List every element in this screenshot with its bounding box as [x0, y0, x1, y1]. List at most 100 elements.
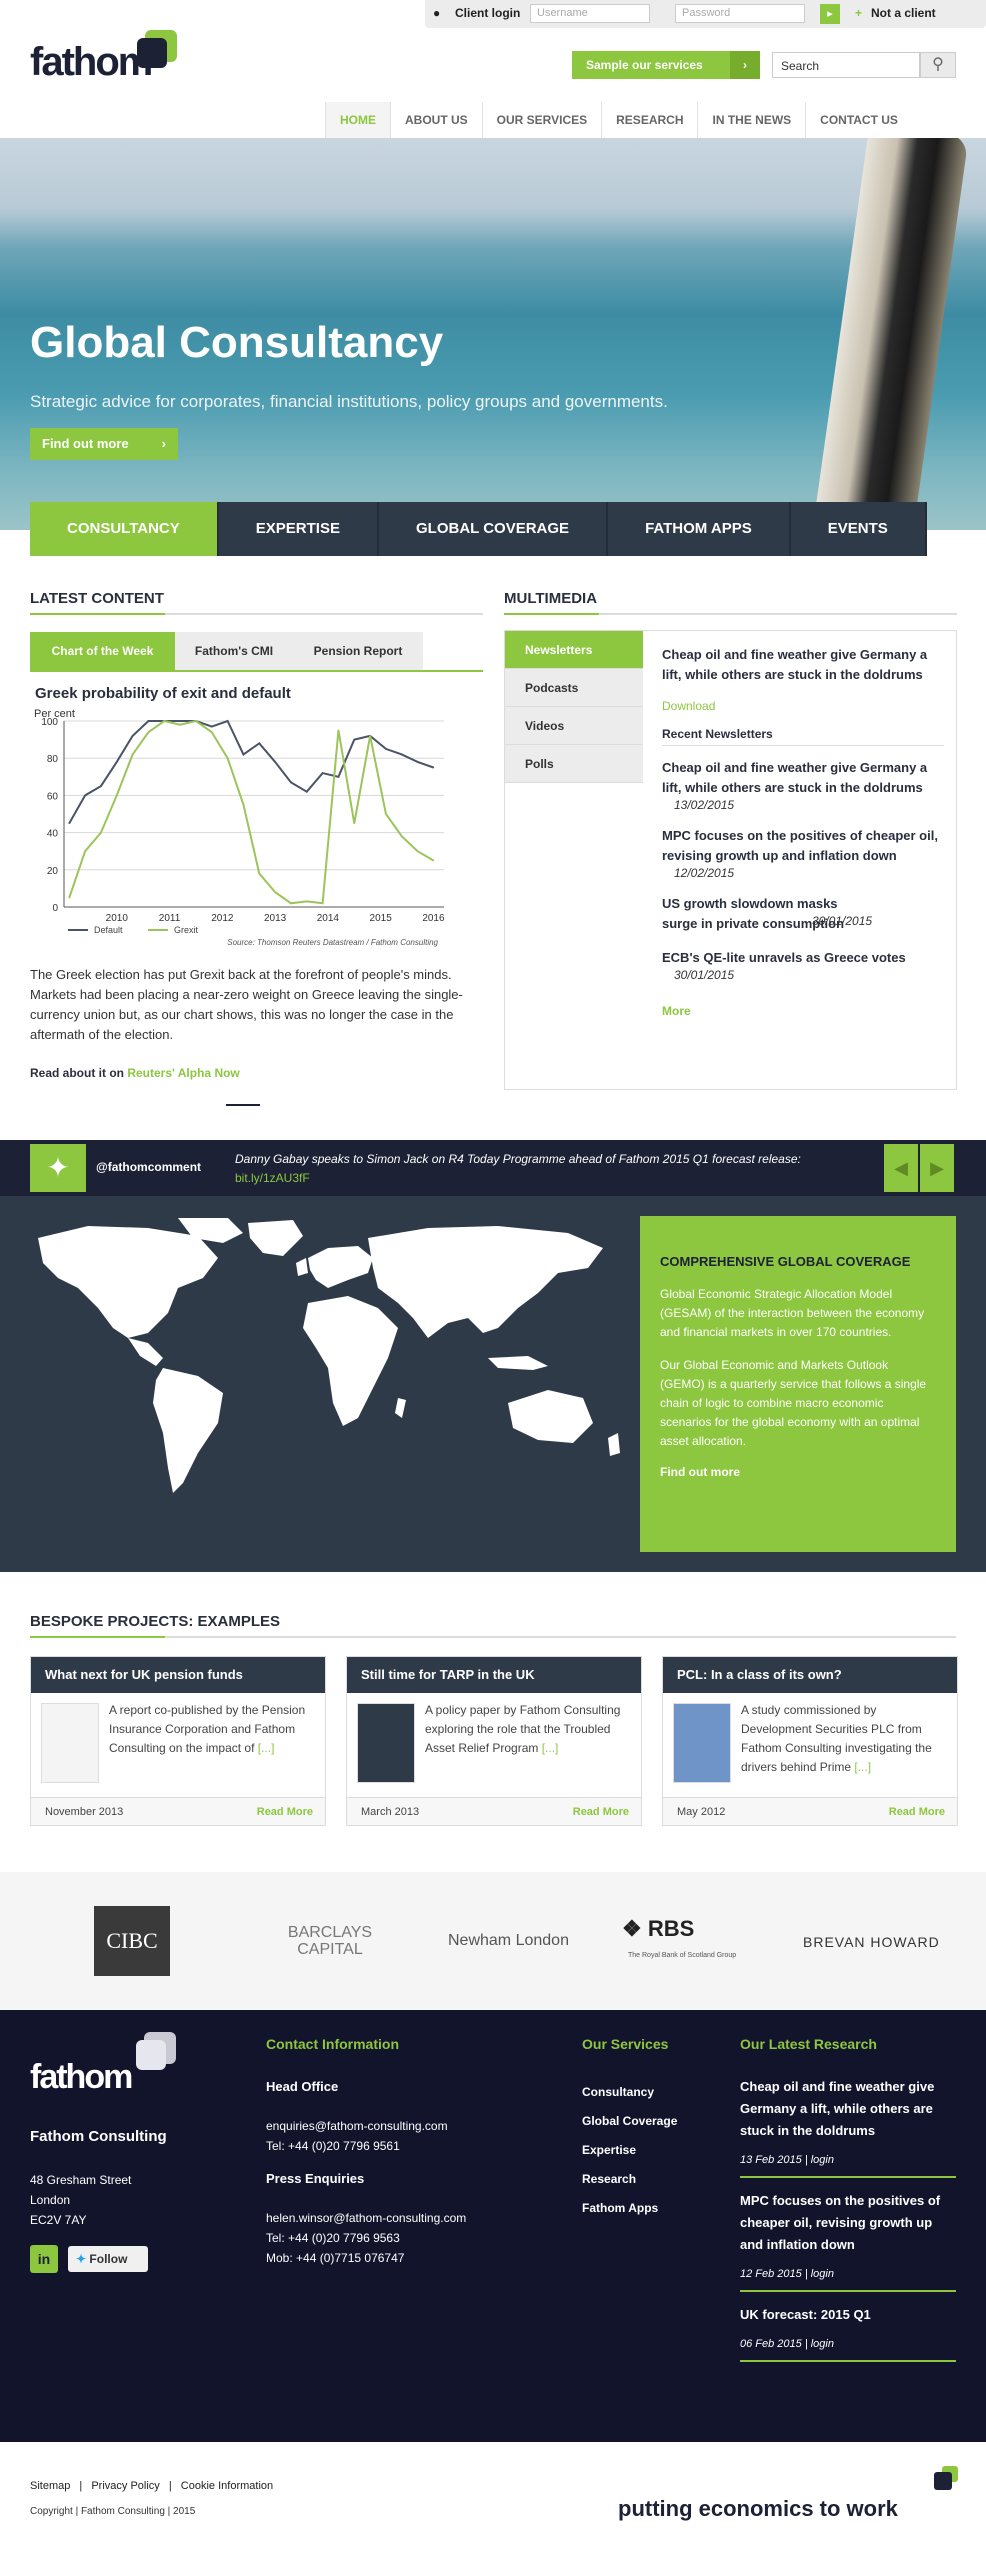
- password-input[interactable]: Password: [675, 4, 805, 23]
- subtab-fathoms-cmi[interactable]: Fathom's CMI: [175, 632, 293, 670]
- latest-content-heading: LATEST CONTENT: [30, 590, 164, 607]
- search-input[interactable]: Search: [772, 52, 920, 78]
- cookie-link[interactable]: Cookie Information: [180, 2480, 274, 2492]
- tweet-link[interactable]: bit.ly/1zAU3fF: [235, 1171, 310, 1185]
- project-description: A report co-published by the Pension Ins…: [109, 1703, 306, 1755]
- rbs-text: RBS: [647, 1916, 695, 1941]
- project-thumbnail-image[interactable]: [673, 1703, 731, 1783]
- tab-consultancy[interactable]: CONSULTANCY: [30, 502, 219, 556]
- address-line: 48 Gresham Street: [30, 2173, 132, 2187]
- twitter-handle[interactable]: @fathomcomment: [96, 1160, 202, 1174]
- list-item: ECB's QE-lite unravels as Greece votes 3…: [662, 948, 944, 982]
- newsletter-title[interactable]: MPC focuses on the positives of cheaper …: [662, 828, 938, 863]
- logo-rbs-subtitle: The Royal Bank of Scotland Group: [628, 1952, 737, 1959]
- download-link[interactable]: Download: [662, 699, 716, 713]
- service-link[interactable]: Consultancy: [582, 2085, 655, 2099]
- service-link[interactable]: Fathom Apps: [582, 2201, 659, 2215]
- logo[interactable]: fathom: [30, 40, 153, 84]
- hero-pole-image: [811, 138, 969, 530]
- footer-logo[interactable]: fathom: [30, 2058, 133, 2096]
- mm-tab-videos[interactable]: Videos: [505, 707, 643, 745]
- read-more-link[interactable]: Read More: [888, 1806, 945, 1818]
- subtab-chart-of-week[interactable]: Chart of the Week: [30, 632, 175, 670]
- chart-source: Source: Thomson Reuters Datastream / Fat…: [227, 938, 438, 947]
- research-item: MPC focuses on the positives of cheaper …: [740, 2178, 956, 2292]
- featured-newsletter[interactable]: Cheap oil and fine weather give Germany …: [662, 647, 928, 682]
- footer-logo-mark: [136, 2040, 166, 2070]
- ellipsis-link[interactable]: [...]: [541, 1741, 559, 1755]
- chart-point-grexit: [385, 813, 387, 815]
- nav-research[interactable]: RESEARCH: [601, 102, 697, 138]
- reuters-link[interactable]: Reuters' Alpha Now: [127, 1066, 240, 1080]
- nav-home[interactable]: HOME: [325, 102, 390, 138]
- press-email-link[interactable]: helen.winsor@fathom-consulting.com: [266, 2211, 467, 2225]
- login-submit-button[interactable]: ▸: [820, 4, 840, 24]
- chart-series-line-grexit: [68, 719, 434, 905]
- tab-events[interactable]: EVENTS: [790, 502, 927, 556]
- mm-tab-polls[interactable]: Polls: [505, 745, 643, 783]
- service-link[interactable]: Global Coverage: [582, 2114, 678, 2128]
- username-input[interactable]: Username: [530, 4, 650, 23]
- carousel-indicator[interactable]: [226, 1104, 260, 1106]
- service-link[interactable]: Research: [582, 2172, 637, 2186]
- project-date: November 2013: [45, 1806, 124, 1818]
- research-title[interactable]: MPC focuses on the positives of cheaper …: [740, 2193, 941, 2252]
- newsletter-title[interactable]: ECB's QE-lite unravels as Greece votes: [662, 950, 906, 965]
- twitter-follow-button[interactable]: ✦ Follow: [68, 2246, 148, 2272]
- hero-find-out-more-button[interactable]: Find out more ›: [30, 428, 178, 460]
- service-link[interactable]: Expertise: [582, 2143, 637, 2157]
- chart-legend-label: Grexit: [174, 925, 199, 935]
- more-link[interactable]: More: [662, 1004, 691, 1018]
- search-icon[interactable]: ⚲: [920, 52, 956, 78]
- logo-barclays-capital: BARCLAYS CAPITAL: [287, 1924, 373, 1958]
- not-a-client-link[interactable]: Not a client: [871, 6, 936, 20]
- chart-x-tick-label: 2013: [264, 913, 287, 924]
- mm-tab-newsletters[interactable]: Newsletters: [505, 631, 643, 669]
- newsletter-title[interactable]: Cheap oil and fine weather give Germany …: [662, 760, 928, 795]
- email-link[interactable]: enquiries@fathom-consulting.com: [266, 2119, 448, 2133]
- logo-rbs: ❖ RBS: [622, 1916, 694, 1942]
- project-card-title[interactable]: Still time for TARP in the UK: [347, 1657, 641, 1693]
- research-title[interactable]: Cheap oil and fine weather give Germany …: [740, 2079, 935, 2138]
- linkedin-icon[interactable]: in: [30, 2245, 58, 2273]
- tab-fathom-apps[interactable]: FATHOM APPS: [608, 502, 791, 556]
- tab-global-coverage[interactable]: GLOBAL COVERAGE: [378, 502, 609, 556]
- ellipsis-link[interactable]: [...]: [854, 1760, 872, 1774]
- logo-newham-london: Newham London: [448, 1932, 569, 1949]
- read-more-link[interactable]: Read More: [256, 1806, 313, 1818]
- research-title[interactable]: UK forecast: 2015 Q1: [740, 2307, 871, 2322]
- coverage-title: COMPREHENSIVE GLOBAL COVERAGE: [660, 1254, 911, 1269]
- list-item: US growth slowdown masks surge in privat…: [662, 894, 944, 934]
- coverage-find-out-more-link[interactable]: Find out more: [660, 1465, 740, 1479]
- nav-about-us[interactable]: ABOUT US: [390, 102, 482, 138]
- section-tabs: CONSULTANCY EXPERTISE GLOBAL COVERAGE FA…: [30, 502, 927, 556]
- project-card-title[interactable]: PCL: In a class of its own?: [663, 1657, 957, 1693]
- chart-point-grexit: [179, 723, 181, 726]
- chevron-right-icon[interactable]: ▶: [920, 1144, 954, 1192]
- project-thumbnail-image[interactable]: [357, 1703, 415, 1783]
- ellipsis-link[interactable]: [...]: [257, 1741, 275, 1755]
- project-thumbnail-image[interactable]: [41, 1703, 99, 1783]
- press-mobile-text: Mob: +44 (0)7715 076747: [266, 2251, 405, 2265]
- nav-in-the-news[interactable]: IN THE NEWS: [697, 102, 805, 138]
- client-login-bar: ● Client login Username Password ▸ + Not…: [425, 0, 986, 28]
- hero-subtitle: Strategic advice for corporates, financi…: [30, 392, 668, 411]
- project-card-title[interactable]: What next for UK pension funds: [31, 1657, 325, 1693]
- sample-services-button[interactable]: Sample our services ›: [572, 51, 760, 79]
- chart-point-default: [84, 794, 86, 797]
- nav-our-services[interactable]: OUR SERVICES: [481, 102, 601, 138]
- tab-expertise[interactable]: EXPERTISE: [218, 502, 379, 556]
- sitemap-link[interactable]: Sitemap: [30, 2480, 71, 2492]
- newsletter-title[interactable]: US growth slowdown masks surge in privat…: [662, 896, 845, 931]
- chart-x-tick-label: 2011: [159, 913, 181, 924]
- subtab-pension-report[interactable]: Pension Report: [293, 632, 423, 670]
- privacy-link[interactable]: Privacy Policy: [91, 2480, 160, 2492]
- chart-x-tick-label: 2012: [211, 913, 234, 924]
- read-more-link[interactable]: Read More: [572, 1806, 629, 1818]
- main-nav: HOME ABOUT US OUR SERVICES RESEARCH IN T…: [325, 102, 912, 138]
- tweet-text: Danny Gabay speaks to Simon Jack on R4 T…: [235, 1150, 815, 1188]
- chevron-left-icon[interactable]: ◀: [884, 1144, 918, 1192]
- nav-contact-us[interactable]: CONTACT US: [805, 102, 912, 138]
- twitter-bird-icon[interactable]: ✦: [30, 1144, 86, 1192]
- mm-tab-podcasts[interactable]: Podcasts: [505, 669, 643, 707]
